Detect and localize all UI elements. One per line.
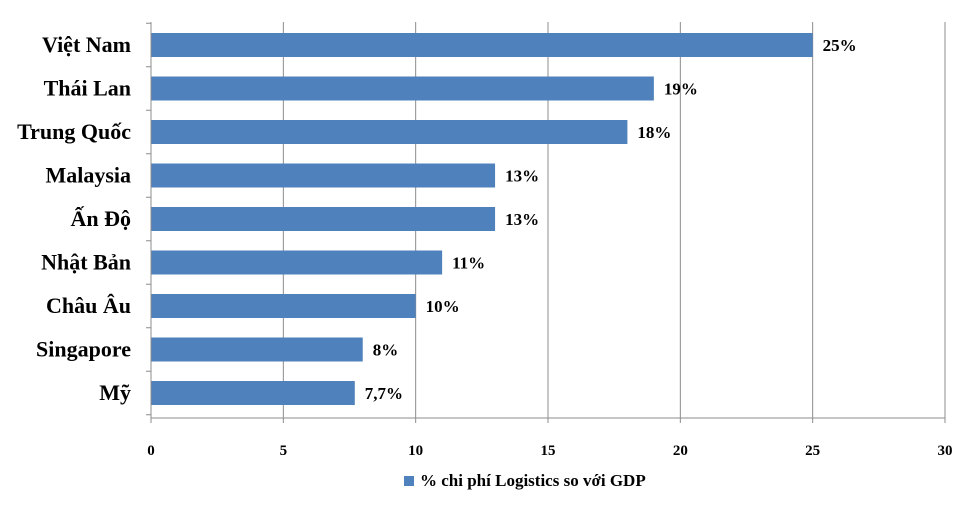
data-label: 8% xyxy=(373,341,399,360)
x-tick-label: 0 xyxy=(147,443,155,459)
axes xyxy=(146,22,946,423)
legend-label: % chi phí Logistics so với GDP xyxy=(420,471,646,490)
data-label: 10% xyxy=(426,297,460,316)
category-label: Việt Nam xyxy=(42,32,131,57)
bar xyxy=(151,294,416,318)
bar xyxy=(151,76,654,101)
x-tick-label: 30 xyxy=(938,443,953,459)
bar xyxy=(151,337,363,362)
category-label: Thái Lan xyxy=(44,76,131,101)
data-label: 11% xyxy=(452,254,485,273)
category-label: Ấn Độ xyxy=(70,206,131,231)
x-tick-label: 15 xyxy=(541,443,556,459)
data-label: 19% xyxy=(664,80,698,99)
data-label: 7,7% xyxy=(365,384,403,403)
category-label: Trung Quốc xyxy=(17,119,131,144)
legend: % chi phí Logistics so với GDP xyxy=(404,470,646,492)
x-tick-label: 25 xyxy=(805,443,820,459)
bar-chart: 0 5 10 15 20 25 30 Việt Nam 25% Thái Lan 19% Trung … xyxy=(17,22,953,459)
labels: 0 5 10 15 20 25 30 Việt Nam 25% Thái Lan 19% Trung … xyxy=(17,32,952,459)
data-label: 18% xyxy=(637,123,671,142)
data-label: 25% xyxy=(823,36,857,55)
x-tick-label: 10 xyxy=(408,443,423,459)
category-label: Malaysia xyxy=(45,163,131,188)
bar xyxy=(151,207,496,231)
category-label: Mỹ xyxy=(99,380,131,405)
category-label: Singapore xyxy=(36,337,131,362)
legend-swatch xyxy=(404,476,414,486)
category-label: Châu Âu xyxy=(46,293,131,318)
bar xyxy=(151,163,496,188)
x-tick-label: 20 xyxy=(673,443,688,459)
category-label: Nhật Bản xyxy=(41,250,131,275)
bar xyxy=(151,381,355,405)
data-label: 13% xyxy=(505,210,539,229)
data-label: 13% xyxy=(505,167,539,186)
x-tick-label: 5 xyxy=(280,443,288,459)
bar xyxy=(151,33,813,57)
bar xyxy=(151,120,628,144)
bar xyxy=(151,250,443,275)
bars xyxy=(151,33,813,405)
